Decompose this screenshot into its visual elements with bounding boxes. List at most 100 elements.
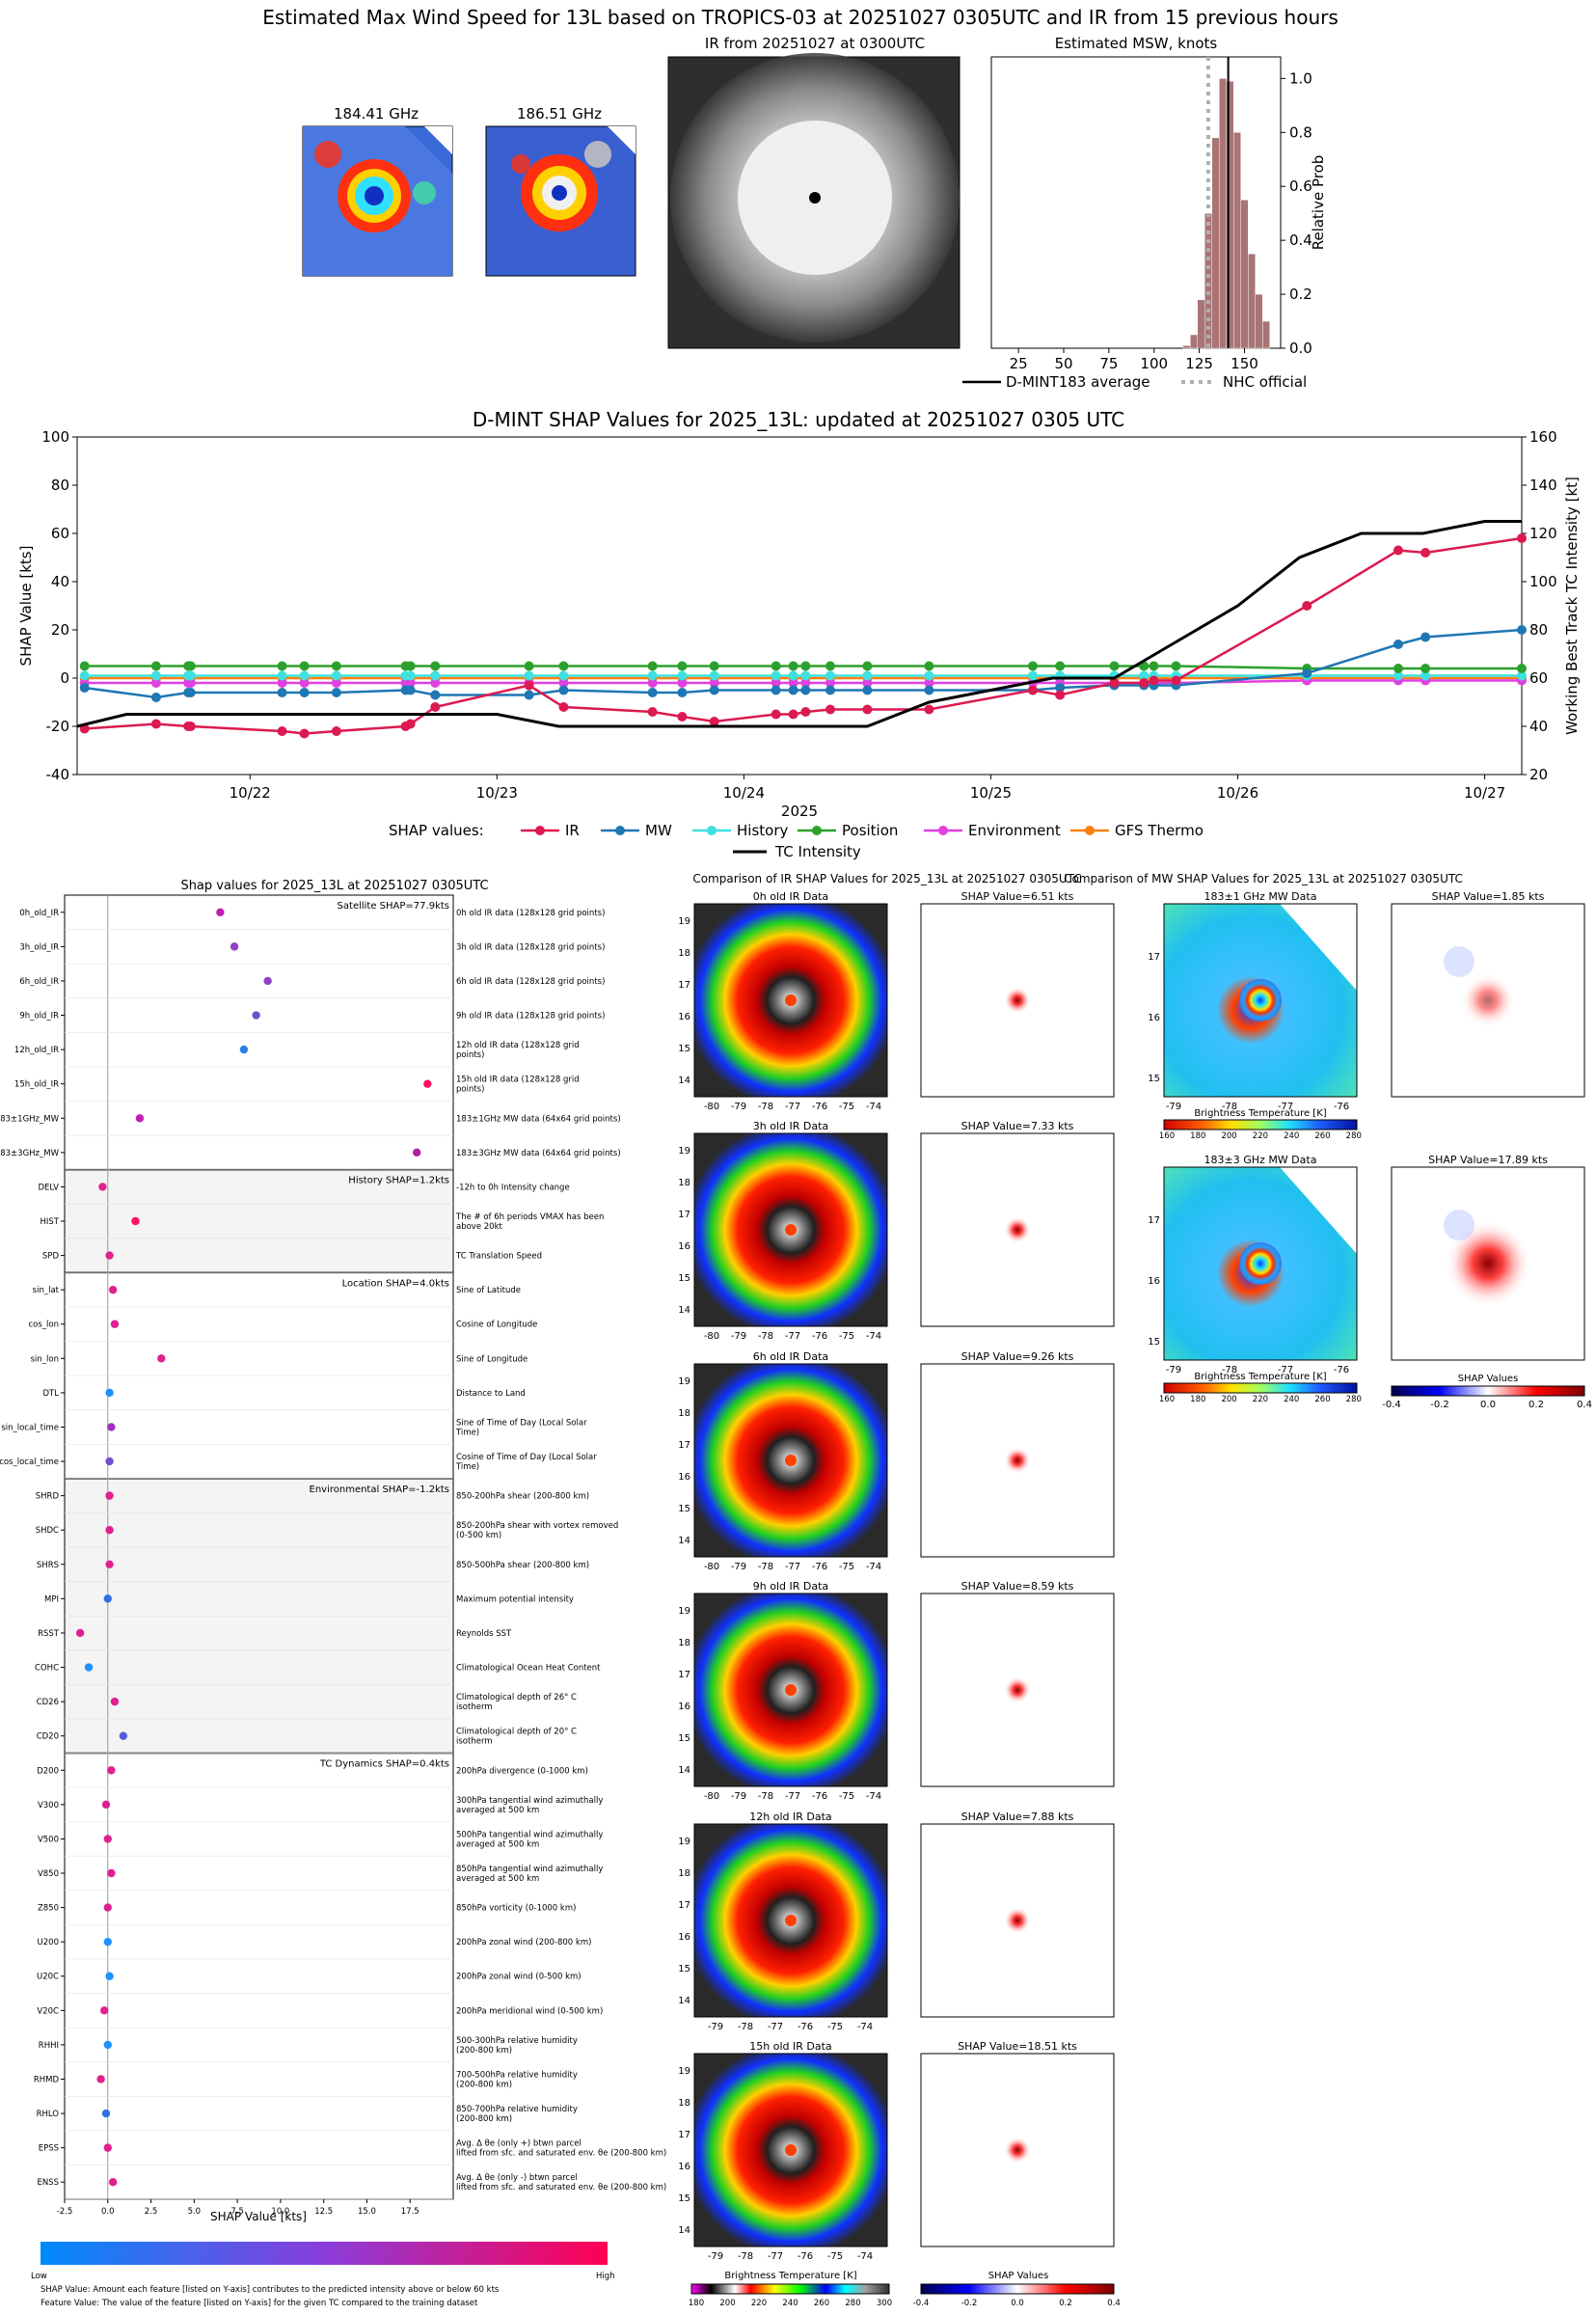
mw-colorbar bbox=[1163, 1119, 1358, 1130]
ir-panel-title: 3h old IR Data bbox=[753, 1120, 828, 1132]
ir-x-tick-label: -76 bbox=[812, 1102, 827, 1112]
series-point-history bbox=[677, 670, 688, 681]
series-point-position bbox=[150, 661, 161, 671]
series-point-position bbox=[185, 661, 196, 671]
series-point-ir bbox=[1109, 678, 1120, 688]
series-point-mw bbox=[924, 685, 934, 695]
feature-x-tick-label: 17.5 bbox=[401, 2207, 419, 2217]
description-line: -12h to 0h Intensity change bbox=[456, 1183, 570, 1192]
series-point-ir bbox=[1149, 675, 1159, 686]
feature-x-tick-label: 5.0 bbox=[188, 2207, 202, 2217]
ir-colorbar-tick: 260 bbox=[814, 2299, 829, 2308]
mw-x-tick-label: -79 bbox=[1166, 1365, 1181, 1375]
description-line: 850-200hPa shear with vortex removed bbox=[456, 1521, 618, 1531]
description-line: 850hPa vorticity (0-1000 km) bbox=[456, 1904, 576, 1914]
series-point-history bbox=[825, 670, 836, 681]
feature-name-label: 6h_old_IR bbox=[19, 977, 59, 987]
description-line: TC Translation Speed bbox=[455, 1252, 542, 1262]
feature-description-label: The # of 6h periods VMAX has been above 2… bbox=[455, 1212, 604, 1232]
ir-y-tick-label: 15 bbox=[678, 2193, 690, 2204]
mw-y-tick-label: 15 bbox=[1148, 1074, 1160, 1084]
feature-name-label: EPSS bbox=[39, 2144, 59, 2154]
ir-shap-hotspot bbox=[1004, 1447, 1031, 1474]
series-point-environment bbox=[862, 678, 873, 688]
series-point-ir bbox=[405, 719, 416, 729]
series-point-ir bbox=[1055, 690, 1066, 700]
histogram-y-tick-label: 0.0 bbox=[1289, 340, 1312, 357]
feature-description-label: 200hPa divergence (0-1000 km) bbox=[456, 1766, 588, 1776]
ir-x-tick-label: -77 bbox=[785, 1331, 800, 1342]
histogram-y-tick-label: 1.0 bbox=[1289, 69, 1312, 87]
feature-description-label: Sine of Longitude bbox=[456, 1354, 527, 1364]
mw-colorbar-tick: 220 bbox=[1253, 1131, 1268, 1141]
mw-compare-panels: 183±1 GHz MW Data 17 16 15 -79 -78 -77 -76 Brigh… bbox=[1148, 890, 1592, 1410]
ir-x-tick-label: -78 bbox=[758, 1102, 773, 1112]
feature-name-label: RHMD bbox=[34, 2075, 60, 2084]
series-point-position bbox=[788, 661, 798, 671]
series-point-position bbox=[771, 661, 781, 671]
series-point-ir bbox=[862, 704, 873, 715]
series-point-history bbox=[1139, 670, 1150, 681]
histogram-y-ticks: 0.0 0.2 0.4 0.6 0.8 1.0 bbox=[1281, 69, 1312, 357]
series-point-mw bbox=[1055, 683, 1066, 693]
feature-shap-dot bbox=[110, 1320, 120, 1328]
series-point-mw bbox=[862, 685, 873, 695]
description-line: 850-200hPa shear (200-800 km) bbox=[456, 1492, 589, 1502]
mw-compare-title: Comparison of MW SHAP Values for 2025_13… bbox=[1064, 872, 1463, 885]
description-line: 300hPa tangential wind azimuthally bbox=[456, 1796, 603, 1806]
mw-panel-eye bbox=[1239, 979, 1282, 1021]
group-label: Satellite SHAP=77.9kts bbox=[338, 901, 449, 912]
series-point-mw bbox=[150, 693, 161, 702]
ir-x-tick-label: -74 bbox=[857, 2022, 873, 2032]
feature-shap-dot bbox=[105, 1972, 114, 1980]
ir-y-tick-label: 18 bbox=[678, 2098, 690, 2109]
series-point-environment bbox=[299, 678, 310, 688]
group-label: History SHAP=1.2kts bbox=[348, 1176, 449, 1186]
feature-shap-dot bbox=[103, 1594, 112, 1603]
feature-description-label: 500-300hPa relative humidity (200-800 km) bbox=[456, 2036, 578, 2056]
series-point-ir bbox=[430, 702, 441, 712]
intensity-y-label: Working Best Track TC Intensity [kt] bbox=[1563, 477, 1581, 735]
series-point-ir bbox=[800, 707, 811, 717]
series-point-position bbox=[1393, 664, 1403, 673]
description-line: Cosine of Longitude bbox=[456, 1321, 537, 1330]
feature-shap-dot bbox=[96, 2075, 105, 2084]
ir-shap-panel-title: SHAP Value=18.51 kts bbox=[958, 2040, 1077, 2053]
group-shading bbox=[65, 1169, 453, 1273]
feature-shap-dot bbox=[105, 1251, 114, 1260]
ir-compare-title: Comparison of IR SHAP Values for 2025_13… bbox=[692, 872, 1081, 885]
tc-intensity-line bbox=[76, 520, 1522, 728]
ir-y-tick-label: 15 bbox=[678, 1504, 690, 1514]
shap-x-tick-label: 10/25 bbox=[970, 784, 1012, 802]
legend-dmint-average: D-MINT183 average bbox=[1006, 373, 1150, 391]
description-line: averaged at 500 km bbox=[456, 1839, 539, 1849]
ir-x-tick-label: -80 bbox=[704, 1791, 719, 1802]
ir-shap-panel-title: SHAP Value=8.59 kts bbox=[961, 1580, 1074, 1593]
ir-x-tick-label: -80 bbox=[704, 1331, 719, 1342]
ir-panel-frame bbox=[693, 1823, 888, 2018]
feature-name-label: U20C bbox=[37, 1973, 59, 1982]
ir-shap-colorbar-tick: 0.4 bbox=[1107, 2299, 1121, 2308]
mw-colorbar-tick: 280 bbox=[1346, 1131, 1362, 1141]
mw-colorbar-label: Brightness Temperature [K] bbox=[1194, 1372, 1326, 1382]
ir-y-tick-label: 18 bbox=[678, 1178, 690, 1188]
ir-panel-frame bbox=[693, 1593, 888, 1787]
histogram-x-ticks: 25 50 75 100 125 150 bbox=[1010, 348, 1258, 372]
description-line: Cosine of Time of Day (Local Solar bbox=[456, 1453, 597, 1462]
ir-y-tick-label: 16 bbox=[678, 1702, 690, 1712]
feature-name-label: V20C bbox=[37, 2006, 59, 2016]
ir-panel-eye bbox=[785, 1455, 797, 1466]
feature-description-label: 200hPa zonal wind (0-500 km) bbox=[456, 1973, 582, 1982]
feature-name-label: sin_lon bbox=[31, 1354, 59, 1364]
group-label: Environmental SHAP=-1.2kts bbox=[310, 1484, 450, 1495]
description-line: lifted from sfc. and saturated env. θe (… bbox=[456, 2149, 666, 2159]
feature-name-label: SPD bbox=[42, 1252, 60, 1262]
ir-panel-frame bbox=[693, 903, 888, 1098]
mw-shap-colorbar-tick: 0.4 bbox=[1577, 1400, 1592, 1410]
series-point-mw bbox=[558, 685, 569, 695]
ir-y-tick-label: 19 bbox=[678, 1376, 690, 1387]
series-point-environment bbox=[788, 678, 798, 688]
mw-y-tick-label: 16 bbox=[1148, 1276, 1160, 1287]
series-point-environment bbox=[924, 678, 934, 688]
